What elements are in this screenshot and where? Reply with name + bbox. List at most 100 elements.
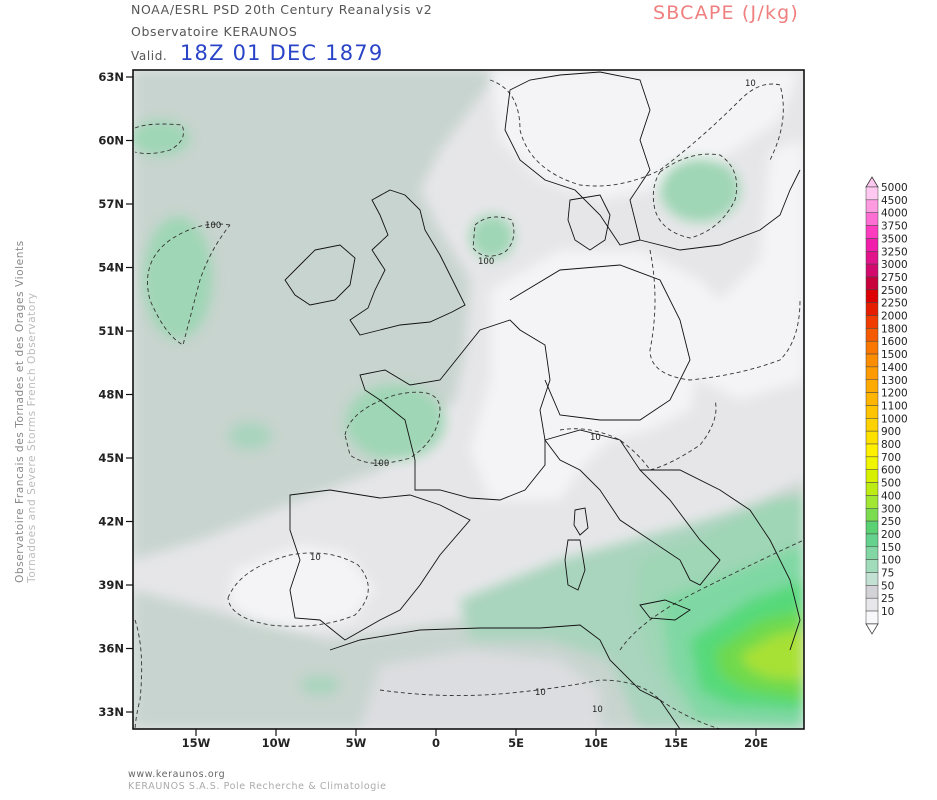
coast-denmark bbox=[567, 194, 611, 251]
legend-swatch bbox=[865, 418, 879, 432]
legend-label: 2500 bbox=[881, 285, 908, 297]
legend-label: 500 bbox=[881, 478, 901, 490]
coast-sardinia bbox=[564, 539, 586, 591]
field-baltic-100 bbox=[660, 158, 740, 222]
coast-scandinavia bbox=[504, 71, 651, 246]
legend-swatch bbox=[865, 546, 879, 560]
field-north-africa-25 bbox=[360, 650, 600, 729]
legend-label: 2750 bbox=[881, 272, 908, 284]
border-central-europe bbox=[509, 264, 691, 421]
lon-label: 15W bbox=[182, 736, 211, 750]
legend-swatch bbox=[865, 430, 879, 445]
contour-east-10 bbox=[649, 249, 801, 381]
coast-sicily bbox=[639, 599, 691, 621]
legend-label: 25 bbox=[881, 593, 894, 605]
legend-swatch bbox=[865, 585, 879, 599]
contour-label: 100 bbox=[373, 459, 389, 469]
legend-arrow-down bbox=[865, 623, 879, 635]
legend-label: 1100 bbox=[881, 400, 908, 412]
coastlines bbox=[284, 71, 801, 729]
legend-label: 3000 bbox=[881, 259, 908, 271]
legend-label: 100 bbox=[881, 555, 901, 567]
legend-label: 1600 bbox=[881, 336, 908, 348]
coast-adriatic-balkans bbox=[640, 469, 801, 651]
field-iberia-10 bbox=[228, 545, 375, 628]
legend-swatch bbox=[865, 443, 879, 458]
legend-label: 600 bbox=[881, 465, 901, 477]
coast-iberia bbox=[289, 489, 471, 641]
legend-swatch bbox=[865, 482, 879, 496]
coast-great-britain bbox=[349, 189, 466, 336]
legend-swatch bbox=[865, 533, 879, 548]
legend-label: 1500 bbox=[881, 349, 908, 361]
lat-label: 63N bbox=[98, 70, 124, 84]
lon-label: 10E bbox=[584, 736, 608, 750]
legend-label: 200 bbox=[881, 529, 901, 541]
lat-label: 48N bbox=[98, 388, 124, 402]
legend-label: 300 bbox=[881, 503, 901, 515]
contour-north-10 bbox=[489, 79, 784, 187]
field-biscay-100 bbox=[345, 384, 445, 460]
legend-label: 3250 bbox=[881, 246, 908, 258]
legend-swatch bbox=[865, 302, 879, 316]
legend-label: 10 bbox=[881, 606, 894, 618]
legend-label: 250 bbox=[881, 516, 901, 528]
field-biscay-small bbox=[228, 422, 272, 450]
legend-label: 50 bbox=[881, 580, 894, 592]
lon-label: 5W bbox=[346, 736, 367, 750]
legend-swatch bbox=[865, 495, 879, 509]
legend-swatch bbox=[865, 610, 879, 625]
legend-label: 150 bbox=[881, 542, 901, 554]
lon-label: 5E bbox=[508, 736, 524, 750]
lat-label: 60N bbox=[98, 134, 124, 148]
legend-swatch bbox=[865, 597, 879, 612]
legend-swatch bbox=[865, 405, 879, 419]
legend-swatch bbox=[865, 289, 879, 303]
legend-label: 1400 bbox=[881, 362, 908, 374]
contour-ionian-10 bbox=[619, 539, 804, 651]
legend-label: 800 bbox=[881, 439, 901, 451]
contour-label: 10 bbox=[592, 705, 603, 715]
lat-label: 42N bbox=[98, 515, 124, 529]
field-iceland-sea-100 bbox=[133, 120, 190, 156]
legend-swatch bbox=[865, 328, 879, 342]
coast-north-africa bbox=[329, 624, 681, 729]
contour-label: 100 bbox=[478, 257, 494, 267]
contour-labels: 10 100 100 100 10 10 10 10 bbox=[205, 79, 756, 715]
contour-lines bbox=[134, 79, 804, 729]
coast-ireland bbox=[284, 244, 356, 306]
valid-date: 18Z 01 DEC 1879 bbox=[180, 41, 384, 65]
legend-swatch bbox=[865, 392, 879, 406]
legend-swatch bbox=[865, 212, 879, 226]
legend-swatch bbox=[865, 315, 879, 329]
legend-label: 3750 bbox=[881, 221, 908, 233]
coast-italy bbox=[544, 429, 721, 586]
lat-label: 36N bbox=[98, 642, 124, 656]
valid-label: Valid. bbox=[131, 49, 168, 63]
legend-label: 2250 bbox=[881, 298, 908, 310]
lat-label: 57N bbox=[98, 197, 124, 211]
legend-label: 1200 bbox=[881, 388, 908, 400]
contour-label: 10 bbox=[310, 553, 321, 563]
legend-swatch bbox=[865, 199, 879, 213]
footer-url: www.keraunos.org bbox=[128, 769, 226, 780]
parameter-title: SBCAPE (J/kg) bbox=[653, 2, 800, 24]
legend-swatch bbox=[865, 340, 879, 355]
coast-france bbox=[359, 319, 551, 501]
coast-baltic bbox=[639, 169, 801, 251]
legend-label: 2000 bbox=[881, 311, 908, 323]
legend-label: 75 bbox=[881, 568, 894, 580]
lon-label: 10W bbox=[262, 736, 291, 750]
legend-arrow-up bbox=[865, 176, 879, 188]
legend-swatch bbox=[865, 263, 879, 278]
lon-label: 20E bbox=[744, 736, 768, 750]
color-legend: 5000450040003750350032503000275025002250… bbox=[865, 176, 908, 635]
legend-swatch bbox=[865, 366, 879, 380]
lat-label: 51N bbox=[98, 324, 124, 338]
field-gibraltar-75 bbox=[300, 675, 340, 695]
lat-axis: 63N 60N 57N 54N 51N 48N 45N 42N 39N 36N … bbox=[98, 70, 133, 719]
contour-baltic bbox=[652, 153, 738, 239]
data-source-title: NOAA/ESRL PSD 20th Century Reanalysis v2 bbox=[131, 2, 433, 17]
legend-swatch bbox=[865, 572, 879, 586]
contour-label: 100 bbox=[205, 221, 221, 231]
